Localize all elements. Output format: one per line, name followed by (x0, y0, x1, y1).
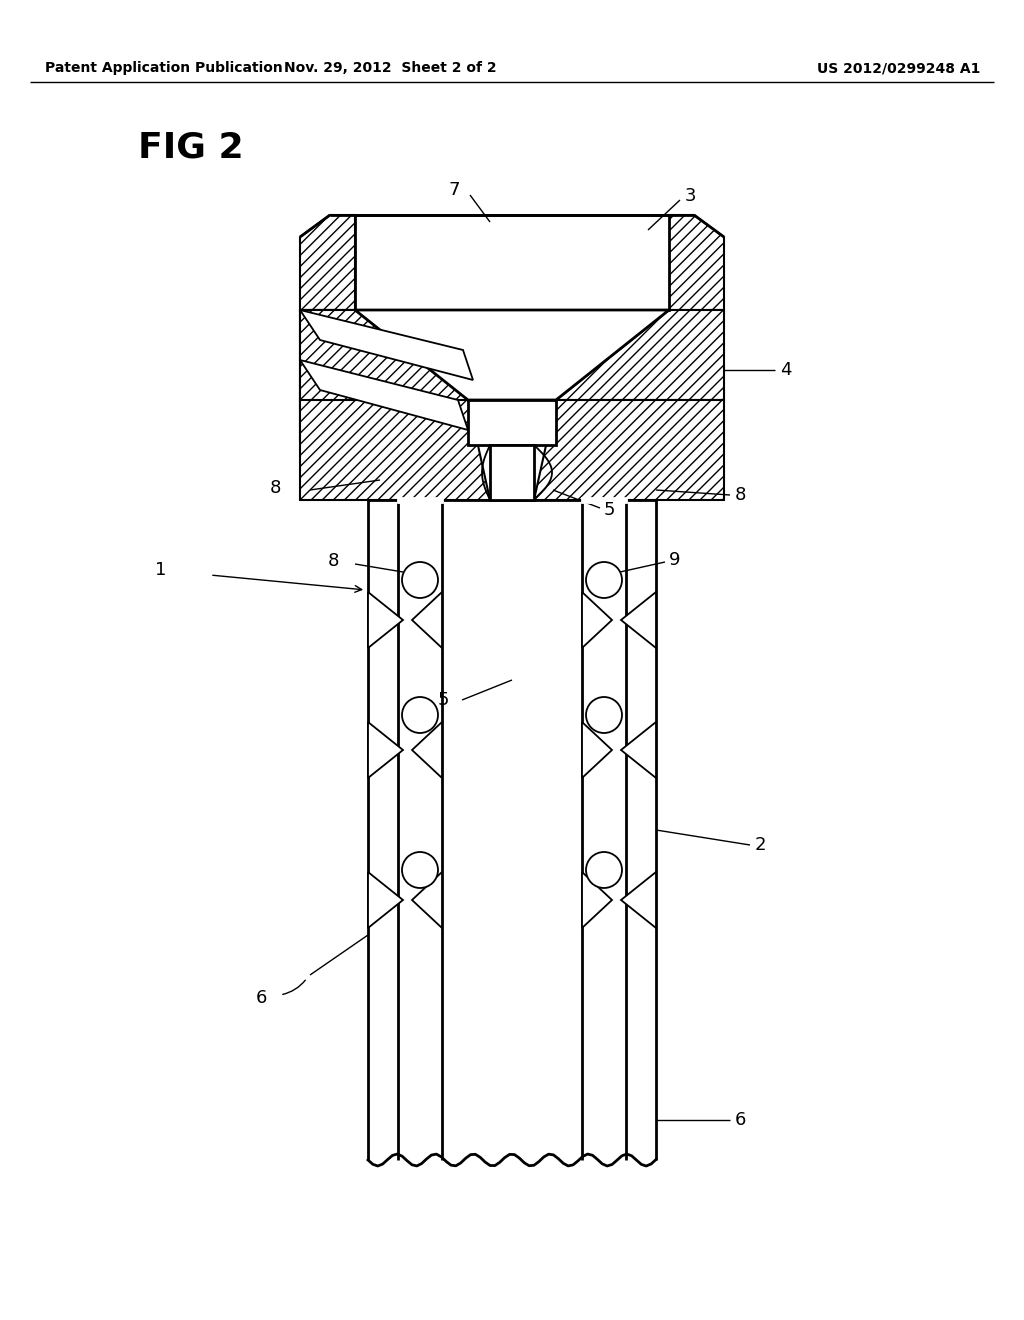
Circle shape (402, 851, 438, 888)
Text: 5: 5 (604, 502, 615, 519)
Circle shape (586, 562, 622, 598)
Polygon shape (582, 722, 612, 777)
Text: 9: 9 (669, 550, 681, 569)
Polygon shape (582, 591, 612, 648)
Circle shape (586, 851, 622, 888)
Polygon shape (556, 310, 724, 400)
Text: US 2012/0299248 A1: US 2012/0299248 A1 (816, 61, 980, 75)
Text: 2: 2 (755, 836, 767, 854)
Polygon shape (355, 215, 669, 310)
Polygon shape (300, 400, 490, 500)
Text: FIG 2: FIG 2 (138, 131, 244, 165)
Text: Nov. 29, 2012  Sheet 2 of 2: Nov. 29, 2012 Sheet 2 of 2 (284, 61, 497, 75)
Polygon shape (300, 310, 468, 400)
Polygon shape (368, 591, 403, 648)
Text: 7: 7 (449, 181, 460, 199)
Polygon shape (621, 591, 656, 648)
Polygon shape (468, 400, 556, 445)
Polygon shape (534, 400, 724, 500)
Polygon shape (412, 873, 442, 928)
Polygon shape (300, 310, 468, 440)
Polygon shape (621, 722, 656, 777)
Polygon shape (669, 215, 724, 310)
Polygon shape (412, 591, 442, 648)
Text: Patent Application Publication: Patent Application Publication (45, 61, 283, 75)
Text: 6: 6 (735, 1111, 746, 1129)
Text: 5: 5 (438, 690, 450, 709)
Text: 6: 6 (256, 989, 267, 1007)
Polygon shape (368, 873, 403, 928)
Circle shape (586, 697, 622, 733)
Polygon shape (621, 873, 656, 928)
Text: 1: 1 (155, 561, 166, 579)
Polygon shape (582, 498, 626, 502)
Polygon shape (582, 873, 612, 928)
Text: 8: 8 (735, 486, 746, 504)
Polygon shape (490, 445, 534, 500)
Text: 3: 3 (685, 187, 696, 205)
Polygon shape (300, 215, 355, 310)
Polygon shape (355, 310, 669, 400)
Text: 8: 8 (328, 552, 339, 570)
Polygon shape (300, 360, 468, 430)
Text: 4: 4 (780, 360, 792, 379)
Polygon shape (398, 498, 442, 502)
Polygon shape (300, 310, 473, 380)
Polygon shape (368, 722, 403, 777)
Polygon shape (412, 722, 442, 777)
Circle shape (402, 697, 438, 733)
Text: 8: 8 (270, 479, 282, 498)
Circle shape (402, 562, 438, 598)
